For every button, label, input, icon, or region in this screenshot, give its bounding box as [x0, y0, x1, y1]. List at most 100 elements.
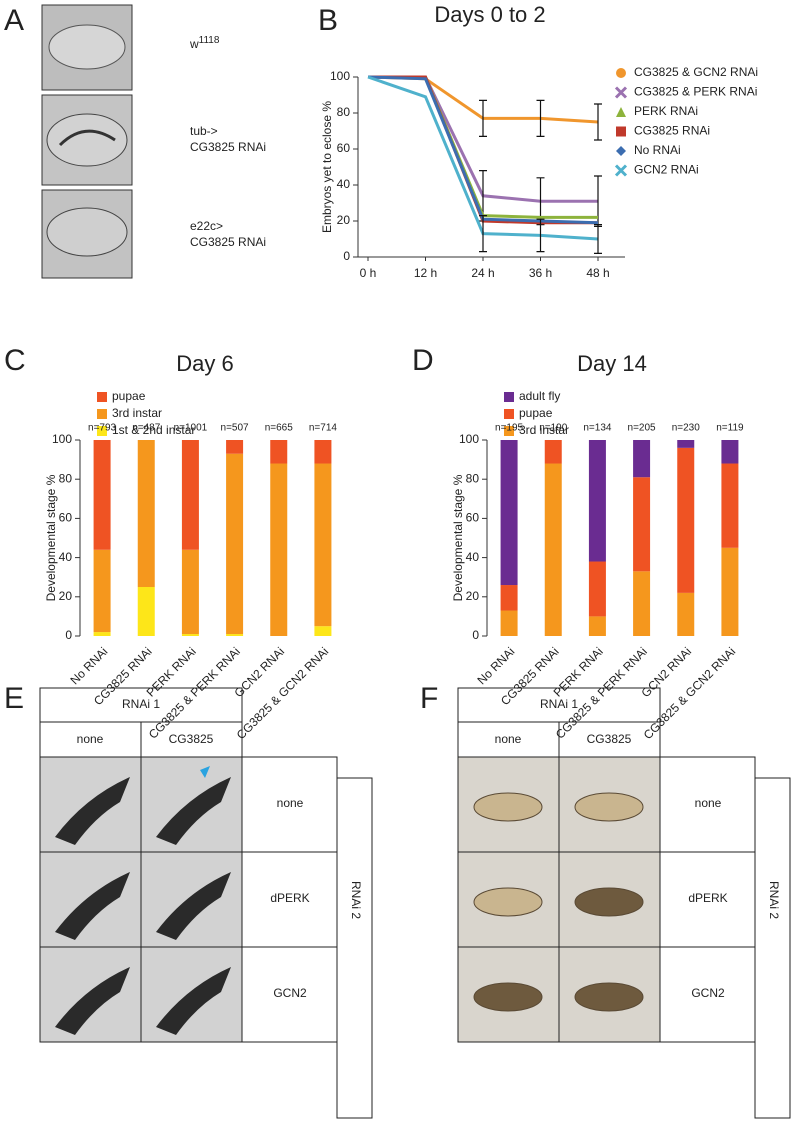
- bar-segment: [677, 440, 695, 448]
- panel-letter: B: [318, 4, 338, 37]
- y-tick-label: 20: [59, 589, 73, 603]
- y-tick-label: 20: [337, 213, 351, 227]
- x-tick-label: 36 h: [529, 266, 552, 280]
- bar-segment: [181, 634, 199, 636]
- photo-shape: [574, 792, 644, 822]
- bar-segment: [314, 440, 332, 464]
- bar-segment: [677, 592, 695, 636]
- bar-segment: [137, 440, 155, 587]
- x-tick-label: CG3825 & GCN2 RNAi: [641, 644, 739, 742]
- legend-swatch: [97, 392, 107, 402]
- y-tick-label: 0: [472, 628, 479, 642]
- error-bar: [479, 215, 487, 253]
- bar-segment: [270, 463, 288, 636]
- photo-shape: [55, 967, 130, 1035]
- row-header: dPERK: [270, 891, 309, 905]
- n-label: n=205: [628, 423, 657, 434]
- y-tick-label: 40: [337, 177, 351, 191]
- n-label: n=230: [672, 423, 701, 434]
- bar-segment: [270, 440, 288, 464]
- y-tick-label: 60: [337, 141, 351, 155]
- bar-segment: [500, 585, 518, 611]
- row-header: none: [695, 796, 722, 810]
- genotype-base: w: [189, 37, 199, 51]
- y-tick-label: 80: [466, 471, 480, 485]
- column-header: none: [77, 732, 104, 746]
- legend-marker: [616, 126, 626, 137]
- bar-segment: [93, 549, 111, 633]
- legend-label: pupae: [112, 389, 146, 403]
- n-label: n=487: [132, 423, 161, 434]
- bar-segment: [588, 616, 606, 636]
- legend-label: 3rd instar: [112, 406, 162, 420]
- side-header: RNAi 2: [767, 881, 781, 919]
- bar-segment: [677, 447, 695, 593]
- y-tick-label: 100: [52, 432, 72, 446]
- bar-segment: [137, 587, 155, 636]
- n-label: n=119: [716, 423, 744, 434]
- bar-segment: [93, 632, 111, 636]
- panel-letter: A: [4, 4, 24, 37]
- legend-marker: [614, 86, 628, 99]
- y-tick-label: 60: [59, 511, 73, 525]
- legend-marker: [616, 107, 626, 117]
- x-tick-label: 0 h: [360, 266, 377, 280]
- bar-segment: [314, 626, 332, 636]
- legend-swatch: [504, 392, 514, 402]
- x-tick-label: CG3825 & PERK RNAi: [553, 644, 650, 741]
- n-label: n=507: [221, 423, 250, 434]
- photo-shape: [574, 887, 644, 917]
- error-bar: [536, 218, 545, 253]
- bar-segment: [226, 440, 244, 454]
- row-header: GCN2: [691, 986, 725, 1000]
- row-header: dPERK: [688, 891, 727, 905]
- photo-shape: [574, 982, 644, 1012]
- legend-label: pupae: [519, 406, 553, 420]
- genotype-label: tub->: [190, 124, 218, 138]
- legend-swatch: [97, 409, 107, 419]
- arrowhead: [200, 766, 210, 778]
- embryo-shape: [46, 207, 128, 257]
- column-header: CG3825: [587, 732, 632, 746]
- n-label: n=714: [309, 423, 338, 434]
- legend-marker: [616, 146, 626, 156]
- bar-segment: [633, 440, 651, 478]
- bar-segment: [721, 463, 739, 548]
- bar-segment: [93, 440, 111, 550]
- table-header: RNAi 1: [122, 697, 160, 711]
- error-bar: [594, 103, 602, 141]
- legend-label: CG3825 RNAi: [634, 124, 710, 138]
- side-header-cell: [336, 777, 373, 1119]
- photo-shape: [55, 872, 130, 940]
- x-tick-label: 12 h: [414, 266, 437, 280]
- genotype-label: CG3825 RNAi: [190, 140, 266, 154]
- genotype-label: w1118: [189, 35, 220, 52]
- legend-label: PERK RNAi: [634, 104, 698, 118]
- y-tick-label: 60: [466, 511, 480, 525]
- x-tick-label: 48 h: [586, 266, 609, 280]
- photo-shape: [156, 967, 231, 1035]
- photo-shape: [473, 887, 543, 917]
- legend-marker: [614, 164, 628, 177]
- chart-title: Day 14: [577, 351, 647, 376]
- error-bar: [536, 99, 545, 137]
- bar-segment: [314, 463, 332, 627]
- side-header-cell: [754, 777, 791, 1119]
- embryo-shape: [48, 24, 126, 70]
- bar-segment: [181, 440, 199, 550]
- n-label: n=190: [539, 423, 568, 434]
- bar-segment: [721, 547, 739, 636]
- y-axis-label: Developmental stage %: [451, 474, 465, 601]
- n-label: n=793: [88, 423, 117, 434]
- bar-segment: [181, 549, 199, 635]
- y-tick-label: 100: [459, 432, 479, 446]
- y-tick-label: 40: [466, 550, 480, 564]
- photo-shape: [473, 792, 543, 822]
- legend-label: No RNAi: [634, 143, 681, 157]
- y-tick-label: 80: [337, 105, 351, 119]
- side-header: RNAi 2: [349, 881, 363, 919]
- genotype-label: CG3825 RNAi: [190, 235, 266, 249]
- bar-segment: [226, 453, 244, 635]
- error-bar: [479, 99, 487, 137]
- bar-segment: [721, 440, 739, 464]
